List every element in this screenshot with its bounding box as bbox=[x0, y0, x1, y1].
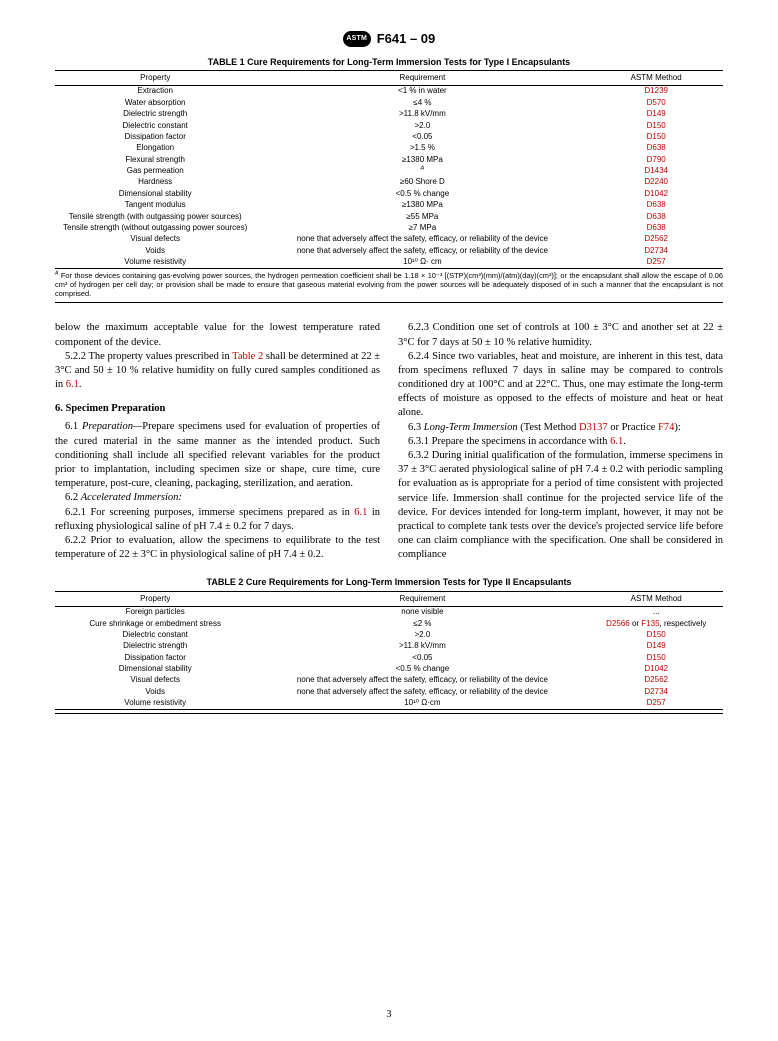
para-632: 6.3.2 During initial qualification of th… bbox=[398, 449, 723, 562]
table-row: Voidsnone that adversely affect the safe… bbox=[55, 245, 723, 256]
table-row: Water absorption≤4 %D570 bbox=[55, 97, 723, 108]
astm-logo: ASTM bbox=[343, 31, 371, 47]
para-522: 5.2.2 The property values prescribed in … bbox=[55, 350, 380, 393]
para-623: 6.2.3 Condition one set of controls at 1… bbox=[398, 321, 723, 349]
table-row: Dissipation factor<0.05D150 bbox=[55, 131, 723, 142]
method-link[interactable]: D1042 bbox=[644, 664, 668, 673]
method-link[interactable]: D2734 bbox=[644, 246, 668, 255]
para-62-head: 6.2 Accelerated Immersion: bbox=[55, 491, 380, 505]
table-row: Dielectric strength>11.8 kV/mmD149 bbox=[55, 108, 723, 119]
table-row: Volume resistivity10¹⁰ Ω·cmD257 bbox=[55, 698, 723, 710]
table-row: Voidsnone that adversely affect the safe… bbox=[55, 686, 723, 697]
table-row: Dimensional stability<0.5 % changeD1042 bbox=[55, 188, 723, 199]
t1-col-property: Property bbox=[55, 70, 255, 85]
ref-6-1-c[interactable]: 6.1 bbox=[610, 436, 623, 447]
t1-col-method: ASTM Method bbox=[589, 70, 723, 85]
para-622: 6.2.2 Prior to evaluation, allow the spe… bbox=[55, 534, 380, 562]
method-link[interactable]: D790 bbox=[647, 155, 666, 164]
method-link[interactable]: D257 bbox=[647, 257, 666, 266]
method-link[interactable]: D2734 bbox=[644, 687, 668, 696]
method-link[interactable]: D638 bbox=[647, 223, 666, 232]
doc-id: F641 – 09 bbox=[377, 30, 436, 48]
para-63: 6.3 Long-Term Immersion (Test Method D31… bbox=[398, 421, 723, 435]
method-link[interactable]: D149 bbox=[647, 641, 666, 650]
table-row: Tensile strength (with outgassing power … bbox=[55, 211, 723, 222]
table1: Property Requirement ASTM Method Extract… bbox=[55, 70, 723, 269]
method-link[interactable]: D1042 bbox=[644, 189, 668, 198]
table1-title: TABLE 1 Cure Requirements for Long-Term … bbox=[55, 56, 723, 68]
method-link[interactable]: D2562 bbox=[644, 675, 668, 684]
t2-col-method: ASTM Method bbox=[589, 591, 723, 606]
table-row: Dielectric strength>11.8 kV/mmD149 bbox=[55, 641, 723, 652]
table-row: Visual defectsnone that adversely affect… bbox=[55, 675, 723, 686]
body-text: below the maximum acceptable value for t… bbox=[55, 321, 723, 562]
ref-d3137[interactable]: D3137 bbox=[579, 422, 608, 433]
table2-title: TABLE 2 Cure Requirements for Long-Term … bbox=[55, 576, 723, 588]
method-link[interactable]: D638 bbox=[647, 143, 666, 152]
t2-col-property: Property bbox=[55, 591, 255, 606]
table-row: Extraction<1 % in waterD1239 bbox=[55, 85, 723, 97]
table-row: Dielectric constant>2.0D150 bbox=[55, 629, 723, 640]
method-link[interactable]: D150 bbox=[647, 132, 666, 141]
para-lead: below the maximum acceptable value for t… bbox=[55, 321, 380, 349]
table-row: Dielectric constant>2.0D150 bbox=[55, 120, 723, 131]
ref-table2[interactable]: Table 2 bbox=[232, 351, 263, 362]
table-row: Tangent modulus≥1380 MPaD638 bbox=[55, 199, 723, 210]
page-number: 3 bbox=[0, 1008, 778, 1022]
method-link[interactable]: D1239 bbox=[644, 86, 668, 95]
ref-f74[interactable]: F74 bbox=[658, 422, 674, 433]
method-link[interactable]: D1434 bbox=[644, 166, 668, 175]
table2: Property Requirement ASTM Method Foreign… bbox=[55, 591, 723, 710]
t1-col-requirement: Requirement bbox=[255, 70, 589, 85]
table-row: Flexural strength≥1380 MPaD790 bbox=[55, 154, 723, 165]
method-link[interactable]: D257 bbox=[647, 698, 666, 707]
para-624: 6.2.4 Since two variables, heat and mois… bbox=[398, 350, 723, 421]
table-row: Tensile strength (without outgassing pow… bbox=[55, 222, 723, 233]
method-link[interactable]: D2562 bbox=[644, 234, 668, 243]
method-link[interactable]: D150 bbox=[647, 630, 666, 639]
table-row: Cure shrinkage or embedment stress≤2 %D2… bbox=[55, 618, 723, 629]
method-link[interactable]: D2240 bbox=[644, 177, 668, 186]
table-row: Hardness≥60 Shore DD2240 bbox=[55, 177, 723, 188]
method-link[interactable]: D638 bbox=[647, 200, 666, 209]
table-row: Foreign particlesnone visible... bbox=[55, 606, 723, 618]
ref-6-1-b[interactable]: 6.1 bbox=[354, 507, 367, 518]
table-row: Elongation>1.5 %D638 bbox=[55, 143, 723, 154]
table-row: Dissipation factor<0.05D150 bbox=[55, 652, 723, 663]
method-link[interactable]: D2566 bbox=[606, 619, 630, 628]
para-621: 6.2.1 For screening purposes, immerse sp… bbox=[55, 506, 380, 534]
table-row: Dimensional stability<0.5 % changeD1042 bbox=[55, 663, 723, 674]
para-61: 6.1 Preparation—Prepare specimens used f… bbox=[55, 420, 380, 491]
method-link[interactable]: D638 bbox=[647, 212, 666, 221]
table-row: Visual defectsnone that adversely affect… bbox=[55, 234, 723, 245]
table1-footnote: A For those devices containing gas-evolv… bbox=[55, 271, 723, 304]
method-link[interactable]: F135 bbox=[641, 619, 659, 628]
ref-6-1[interactable]: 6.1 bbox=[66, 379, 79, 390]
heading-6: 6. Specimen Preparation bbox=[55, 402, 380, 416]
method-link[interactable]: D570 bbox=[647, 98, 666, 107]
method-link[interactable]: D150 bbox=[647, 653, 666, 662]
para-631: 6.3.1 Prepare the specimens in accordanc… bbox=[398, 435, 723, 449]
method-link[interactable]: D149 bbox=[647, 109, 666, 118]
table-row: Volume resistivity10¹⁰ Ω· cmD257 bbox=[55, 256, 723, 268]
table-row: Gas permeationAD1434 bbox=[55, 165, 723, 176]
method-link[interactable]: D150 bbox=[647, 121, 666, 130]
doc-header: ASTM F641 – 09 bbox=[55, 30, 723, 48]
t2-col-requirement: Requirement bbox=[255, 591, 589, 606]
